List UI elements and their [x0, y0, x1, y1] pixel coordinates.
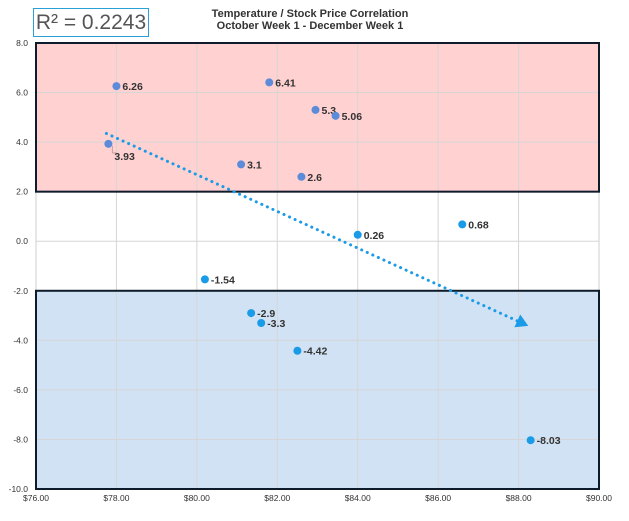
data-label: 3.93 [114, 151, 135, 163]
data-point [112, 82, 121, 91]
chart-subtitle: October Week 1 - December Week 1 [216, 20, 404, 32]
x-tick-label: $82.00 [264, 493, 290, 503]
data-point [265, 78, 274, 87]
data-label: -1.54 [211, 274, 235, 286]
data-point [526, 436, 535, 445]
data-label: 0.26 [364, 230, 385, 242]
data-point [104, 139, 113, 148]
y-tick-label: 2.0 [16, 187, 28, 197]
x-tick-label: $86.00 [425, 493, 451, 503]
y-tick-label: -2.0 [13, 286, 28, 296]
chart-title-block: Temperature / Stock Price Correlation Oc… [180, 8, 440, 32]
data-label: -2.9 [257, 308, 275, 320]
label-leader-line [111, 145, 117, 154]
trendline-arrowhead [514, 314, 529, 328]
x-tick-label: $78.00 [103, 493, 129, 503]
r-squared-label: R² = 0.2243 [33, 8, 149, 37]
x-tick-label: $84.00 [345, 493, 371, 503]
positive-band [36, 43, 599, 192]
y-tick-label: -8.0 [13, 434, 28, 444]
data-label: 0.68 [468, 219, 489, 231]
y-tick-label: 0.0 [16, 236, 28, 246]
data-point [458, 220, 467, 229]
x-tick-label: $76.00 [23, 493, 49, 503]
axis-layer: $76.00 $78.00 $80.00 $82.00 $84.00 $86.00 $88.… [9, 38, 613, 503]
y-tick-label: 4.0 [16, 137, 28, 147]
y-tick-label: -6.0 [13, 385, 28, 395]
data-label: 5.06 [342, 111, 363, 123]
data-label: 3.1 [247, 159, 262, 171]
y-tick-label: -4.0 [13, 335, 28, 345]
data-point [200, 275, 209, 284]
positive-band-border [35, 42, 600, 193]
data-point [293, 346, 302, 355]
x-tick-label: $88.00 [506, 493, 532, 503]
data-point [331, 111, 340, 120]
data-label: -4.42 [303, 346, 327, 358]
y-tick-label: 8.0 [16, 38, 28, 48]
y-tick-label: -10.0 [9, 484, 29, 494]
data-point [247, 309, 256, 318]
x-tick-label: $90.00 [586, 493, 612, 503]
data-label: 6.26 [122, 81, 143, 93]
data-point [297, 172, 306, 181]
data-point [237, 160, 246, 169]
data-label: 2.6 [307, 172, 322, 184]
data-point [257, 318, 266, 327]
data-point [353, 230, 362, 239]
data-point [311, 105, 320, 114]
points-layer: 6.26 6.415.3 5.063.933.12.60.260.68-1.54-2… [104, 77, 561, 447]
data-label: -8.03 [537, 435, 561, 447]
trendline [104, 131, 521, 324]
trendline-layer [104, 131, 529, 328]
data-label: -3.3 [267, 318, 285, 330]
y-tick-label: 6.0 [16, 88, 28, 98]
band-borders-layer [35, 42, 600, 490]
data-label: 6.41 [275, 77, 296, 89]
chart-title: Temperature / Stock Price Correlation [211, 8, 409, 20]
negative-band-border [35, 289, 600, 490]
x-tick-label: $80.00 [184, 493, 210, 503]
